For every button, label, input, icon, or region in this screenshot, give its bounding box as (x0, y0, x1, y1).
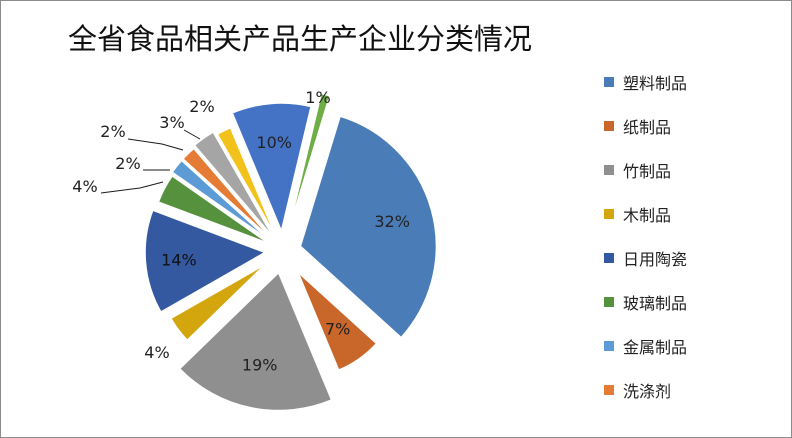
data-label: 1% (305, 88, 330, 107)
pie-slice-金属制品 (171, 159, 271, 242)
legend-item: 纸制品 (604, 114, 671, 138)
chart-title: 全省食品相关产品生产企业分类情况 (67, 22, 532, 56)
pie-slice-slice-extra-3 (231, 102, 312, 234)
legend-swatch (604, 165, 614, 175)
legend-swatch (604, 253, 614, 263)
pie-slice-玻璃制品 (157, 174, 270, 245)
pie-slice-木制品 (169, 263, 266, 342)
legend-swatch (604, 121, 614, 131)
data-label: 14% (161, 250, 197, 269)
legend-item: 塑料制品 (604, 70, 687, 94)
pie-slice-slice-extra-2 (216, 126, 277, 238)
legend-swatch (604, 385, 614, 395)
leader-line (183, 129, 201, 140)
pie-slice-slice-extra-4 (288, 92, 331, 230)
pie-slice-洗涤剂 (181, 147, 273, 241)
pie-slice-塑料制品 (299, 115, 438, 339)
legend-label: 塑料制品 (623, 74, 688, 93)
data-label: 4% (144, 343, 169, 362)
pie-slice-slice-extra-1 (193, 131, 275, 239)
legend-label: 木制品 (623, 206, 672, 225)
data-label: 19% (242, 355, 278, 374)
legend-item: 洗涤剂 (604, 378, 671, 402)
pie-slice-纸制品 (297, 271, 378, 372)
legend-item: 竹制品 (604, 158, 671, 182)
legend-item: 木制品 (604, 202, 671, 226)
data-label: 10% (256, 133, 292, 152)
leader-line (127, 138, 184, 151)
legend-label: 金属制品 (623, 338, 688, 357)
legend-label: 洗涤剂 (623, 382, 672, 401)
legend-label: 玻璃制品 (623, 294, 688, 313)
legend-item: 日用陶瓷 (604, 246, 687, 270)
legend-swatch (604, 297, 614, 307)
pie-slice-竹制品 (178, 271, 333, 412)
legend-swatch (604, 77, 614, 87)
data-label: 4% (72, 177, 97, 196)
data-label: 7% (325, 320, 350, 339)
data-label: 2% (115, 154, 140, 173)
legend-swatch (604, 209, 614, 219)
data-label: 2% (189, 97, 214, 116)
legend-swatch (604, 341, 614, 351)
data-label: 3% (159, 113, 184, 132)
legend-item: 玻璃制品 (604, 290, 687, 314)
legend-label: 日用陶瓷 (623, 250, 688, 269)
legend-label: 竹制品 (623, 162, 672, 181)
leader-line (100, 181, 164, 194)
legend-label: 纸制品 (623, 118, 672, 137)
data-label: 2% (100, 122, 125, 141)
data-label: 32% (374, 212, 410, 231)
pie-slice-日用陶瓷 (144, 209, 267, 314)
legend-item: 金属制品 (604, 334, 687, 358)
